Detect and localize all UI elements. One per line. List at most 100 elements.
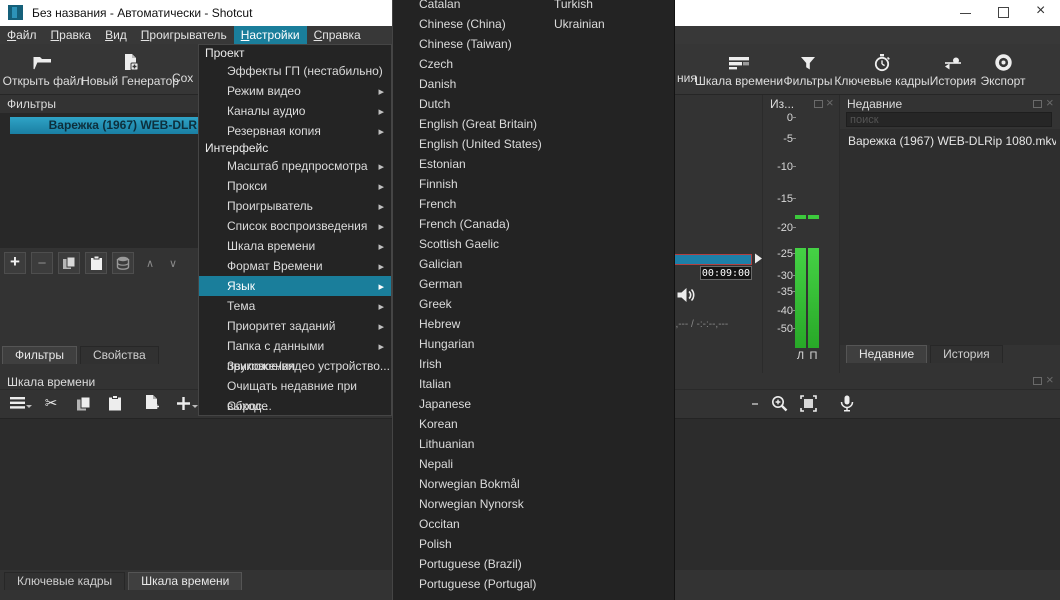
language-menu-item[interactable]: Catalan xyxy=(419,0,461,11)
close-dock-icon[interactable] xyxy=(826,95,836,110)
timeline-menu-button[interactable] xyxy=(6,392,32,414)
minimize-button[interactable] xyxy=(946,0,984,25)
language-menu-item[interactable]: English (United States) xyxy=(419,137,542,151)
language-menu-item[interactable]: Danish xyxy=(419,77,457,91)
settings-item-app-data-dir[interactable]: Папка с данными приложения xyxy=(199,336,391,373)
language-menu-item[interactable]: Chinese (China) xyxy=(419,17,506,31)
language-menu-item[interactable]: Lithuanian xyxy=(419,437,475,451)
maximize-button[interactable] xyxy=(984,0,1022,25)
language-menu-item[interactable]: Chinese (Taiwan) xyxy=(419,37,512,51)
menu-view[interactable]: Вид xyxy=(105,28,127,42)
language-menu-item[interactable]: Hebrew xyxy=(419,317,461,331)
zoom-fit-icon[interactable] xyxy=(797,392,819,414)
settings-item-playlist[interactable]: Список воспроизведения xyxy=(199,216,391,236)
settings-item-preview-scaling[interactable]: Масштаб предпросмотра xyxy=(199,156,391,176)
playlist-button-partial[interactable]: ния xyxy=(677,71,697,85)
record-audio-mic-icon[interactable] xyxy=(836,392,858,414)
language-menu-item[interactable]: Estonian xyxy=(419,157,466,171)
tab-filters[interactable]: Фильтры xyxy=(2,346,77,364)
tab-properties[interactable]: Свойства xyxy=(79,346,159,364)
tab-keyframes[interactable]: Ключевые кадры xyxy=(4,572,126,590)
player-timecode[interactable]: 00:09:00 xyxy=(700,266,752,280)
close-button[interactable] xyxy=(1022,0,1060,25)
menu-file[interactable]: Файл xyxy=(7,28,37,42)
tab-recent[interactable]: Недавние xyxy=(846,345,928,363)
language-menu-item[interactable]: Italian xyxy=(419,377,452,391)
menu-settings[interactable]: Настройки xyxy=(233,26,307,45)
language-menu-item[interactable]: Irish xyxy=(419,357,442,371)
language-menu-item[interactable]: Korean xyxy=(419,417,458,431)
language-menu-item[interactable]: Ukrainian xyxy=(554,17,605,31)
language-menu-item[interactable]: Turkish xyxy=(554,0,593,11)
settings-item-proxy[interactable]: Прокси xyxy=(199,176,391,196)
move-filter-down-button[interactable] xyxy=(162,252,184,274)
language-menu-item[interactable]: Scottish Gaelic xyxy=(419,237,500,251)
save-filter-set-button[interactable] xyxy=(112,252,134,274)
timeline-toolbar-button[interactable]: Шкала времени xyxy=(695,44,783,92)
paste-button[interactable] xyxy=(104,392,126,414)
language-menu-item[interactable]: French (Canada) xyxy=(419,217,510,231)
language-menu-item[interactable]: Occitan xyxy=(419,517,460,531)
open-file-button[interactable]: Открыть файл xyxy=(3,44,83,92)
new-generator-button[interactable]: Новый Генератор xyxy=(81,44,179,92)
menu-help[interactable]: Справка xyxy=(313,28,361,42)
settings-item-audio-video-device[interactable]: Звуковое/видео устройство... xyxy=(227,359,390,373)
language-menu-item[interactable]: Czech xyxy=(419,57,454,71)
settings-item-time-format[interactable]: Формат Времени xyxy=(199,256,391,276)
filters-toolbar-button[interactable]: Фильтры xyxy=(780,44,836,92)
settings-item-reset[interactable]: Сброс... xyxy=(227,399,272,413)
language-menu-item[interactable]: English (Great Britain) xyxy=(419,117,538,131)
keyframes-toolbar-button[interactable]: Ключевые кадры xyxy=(834,44,930,92)
zoom-in-icon[interactable] xyxy=(768,392,790,414)
language-menu-item[interactable]: French xyxy=(419,197,457,211)
export-toolbar-button[interactable]: Экспорт xyxy=(976,44,1030,92)
add-track-button[interactable] xyxy=(172,392,198,414)
language-menu-item[interactable]: Nepali xyxy=(419,457,454,471)
history-toolbar-button[interactable]: История xyxy=(926,44,980,92)
append-button[interactable] xyxy=(140,392,162,414)
settings-item-backup[interactable]: Резервная копия xyxy=(199,121,391,141)
menu-edit[interactable]: Правка xyxy=(50,28,92,42)
copy-button[interactable] xyxy=(72,392,94,414)
float-dock-icon[interactable] xyxy=(813,99,823,109)
settings-item-timeline[interactable]: Шкала времени xyxy=(199,236,391,256)
add-filter-button[interactable] xyxy=(4,252,26,274)
selected-filter-row[interactable]: Варежка (1967) WEB-DLR xyxy=(10,117,199,134)
tab-timeline[interactable]: Шкала времени xyxy=(128,572,243,590)
close-dock-icon[interactable] xyxy=(1046,372,1056,387)
settings-item-language[interactable]: Язык xyxy=(199,276,391,296)
recent-file-item[interactable]: Варежка (1967) WEB-DLRip 1080.mkv xyxy=(848,134,1056,148)
menu-player[interactable]: Проигрыватель xyxy=(140,28,227,42)
language-menu-item[interactable]: Portuguese (Brazil) xyxy=(419,557,522,571)
recent-search-input[interactable] xyxy=(846,112,1052,127)
language-menu-item[interactable]: Greek xyxy=(419,297,452,311)
save-button-partial[interactable]: Сох xyxy=(172,71,194,85)
language-menu-item[interactable]: Hungarian xyxy=(419,337,475,351)
settings-item-video-mode[interactable]: Режим видео xyxy=(199,81,391,101)
language-menu-item[interactable]: Norwegian Nynorsk xyxy=(419,497,524,511)
language-menu-item[interactable]: Portuguese (Portugal) xyxy=(419,577,537,591)
player-scrub-bar[interactable] xyxy=(662,254,752,265)
language-menu-item[interactable]: Polish xyxy=(419,537,452,551)
language-menu-item[interactable]: Dutch xyxy=(419,97,451,111)
language-menu-item[interactable]: Finnish xyxy=(419,177,458,191)
float-dock-icon[interactable] xyxy=(1032,376,1042,386)
language-menu-item[interactable]: Japanese xyxy=(419,397,472,411)
volume-icon[interactable] xyxy=(676,286,697,307)
settings-item-clear-recent-on-exit[interactable]: Очищать недавние при выходе xyxy=(227,379,357,413)
language-menu-item[interactable]: German xyxy=(419,277,463,291)
copy-filters-button[interactable] xyxy=(58,252,80,274)
language-menu-item[interactable]: Galician xyxy=(419,257,463,271)
settings-item-player[interactable]: Проигрыватель xyxy=(199,196,391,216)
settings-item-job-priority[interactable]: Приоритет заданий xyxy=(199,316,391,336)
tab-history[interactable]: История xyxy=(930,345,1003,363)
remove-filter-button[interactable] xyxy=(31,252,53,274)
close-dock-icon[interactable] xyxy=(1046,95,1056,110)
move-filter-up-button[interactable] xyxy=(139,252,161,274)
settings-item-gpu-effects[interactable]: Эффекты ГП (нестабильно) xyxy=(227,64,383,78)
settings-item-theme[interactable]: Тема xyxy=(199,296,391,316)
settings-item-audio-channels[interactable]: Каналы аудио xyxy=(199,101,391,121)
paste-filters-button[interactable] xyxy=(85,252,107,274)
float-dock-icon[interactable] xyxy=(1032,99,1042,109)
language-menu-item[interactable]: Norwegian Bokmål xyxy=(419,477,520,491)
